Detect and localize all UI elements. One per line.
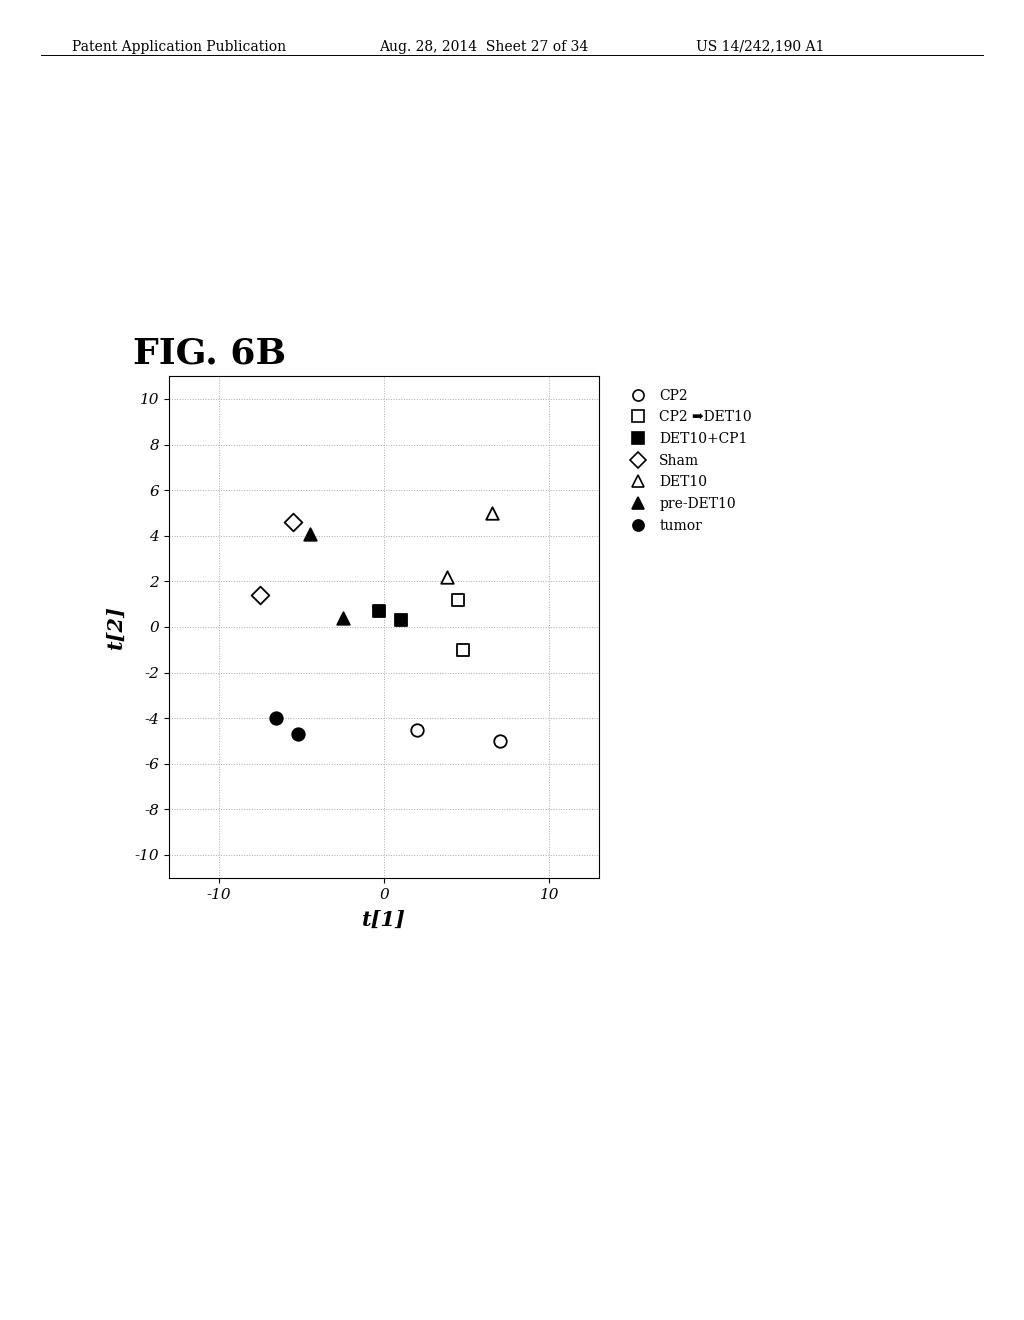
- Point: [268, 708, 285, 729]
- X-axis label: t[1]: t[1]: [362, 909, 406, 929]
- Text: Patent Application Publication: Patent Application Publication: [72, 40, 286, 54]
- Point: [409, 719, 425, 741]
- Point: [285, 512, 301, 533]
- Point: [456, 639, 472, 660]
- Point: [301, 523, 317, 544]
- Point: [392, 610, 409, 631]
- Text: US 14/242,190 A1: US 14/242,190 A1: [696, 40, 824, 54]
- Point: [483, 503, 500, 524]
- Legend: CP2, CP2 ➡DET10, DET10+CP1, Sham, DET10, pre-DET10, tumor: CP2, CP2 ➡DET10, DET10+CP1, Sham, DET10,…: [618, 383, 758, 539]
- Text: Aug. 28, 2014  Sheet 27 of 34: Aug. 28, 2014 Sheet 27 of 34: [379, 40, 588, 54]
- Point: [492, 730, 508, 751]
- Y-axis label: t[2]: t[2]: [106, 605, 126, 649]
- Point: [252, 585, 268, 606]
- Text: FIG. 6B: FIG. 6B: [133, 337, 287, 371]
- Point: [438, 566, 455, 587]
- Point: [371, 601, 387, 622]
- Point: [290, 723, 306, 744]
- Point: [335, 607, 351, 628]
- Point: [451, 589, 467, 610]
